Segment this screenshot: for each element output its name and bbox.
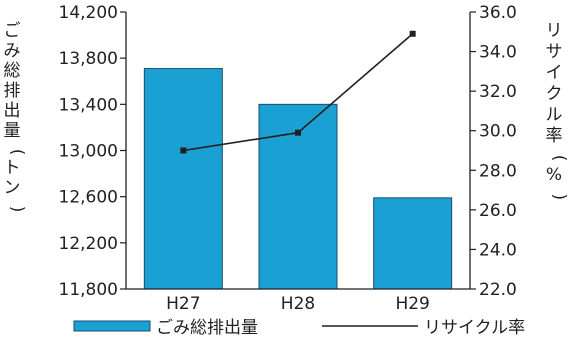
axis-title-char: 排 (4, 81, 21, 101)
axis-title-char: ( (549, 155, 569, 162)
line-point-H27 (180, 147, 187, 154)
axis-title-char: 量 (4, 121, 21, 141)
axis-title-char: 総 (4, 61, 21, 81)
legend: ごみ総排出量 リサイクル率 (73, 318, 525, 338)
axis-title-char: ご (4, 21, 21, 41)
x-tick-label: H27 (166, 294, 200, 314)
axis-titles: ごみ総排出量 ( トン) リサイクル率 (%) (4, 21, 570, 212)
axis-title-char: ン (4, 178, 21, 198)
right-tick-label: 26.0 (479, 201, 517, 221)
right-tick-label: 30.0 (479, 122, 517, 142)
left-tick-label: 13,400 (59, 95, 118, 115)
axis-title-char: ク (546, 84, 563, 104)
right-axis-ticks: 22.0 24.0 26.0 28.0 30.0 32.0 34.0 36.0 (470, 3, 517, 300)
line-point-H29 (409, 30, 416, 37)
legend-line-label: リサイクル率 (424, 318, 525, 338)
bar-group (143, 68, 453, 290)
left-tick-label: 12,200 (59, 234, 118, 254)
left-tick-label: 12,600 (59, 188, 118, 208)
axis-title-char: ト (4, 158, 21, 178)
axis-title-char: リ (546, 21, 563, 41)
line-series (180, 30, 416, 154)
left-axis-title: ごみ総排出量 ( トン) (4, 21, 28, 212)
right-tick-label: 36.0 (479, 3, 517, 23)
legend-bar-swatch (73, 320, 151, 332)
bar-H27 (143, 68, 223, 290)
bar-H29 (373, 197, 453, 290)
axis-title-char: 出 (4, 101, 21, 121)
axis-title-char: 率 (546, 126, 563, 146)
x-tick-label: H28 (281, 294, 315, 314)
left-tick-label: 13,000 (59, 142, 118, 162)
axis-title-char: み (4, 41, 21, 61)
axis-title-char: ) (549, 194, 569, 201)
right-axis-title: リサイクル率 (%) (546, 21, 570, 200)
axis-title-char: ( (7, 149, 27, 156)
x-tick-label: H29 (395, 294, 429, 314)
left-tick-label: 13,800 (59, 49, 118, 69)
right-tick-label: 24.0 (479, 240, 517, 260)
line-point-H28 (295, 129, 301, 136)
left-tick-label: 11,800 (59, 280, 118, 300)
left-tick-label: 14,200 (59, 3, 118, 23)
right-tick-label: 34.0 (479, 43, 517, 63)
right-tick-label: 28.0 (479, 161, 517, 181)
x-axis-ticks: H27 H28 H29 (166, 294, 430, 314)
axis-title-char: ル (546, 105, 563, 125)
right-tick-label: 22.0 (479, 280, 517, 300)
axis-title-char: % (546, 165, 562, 185)
axis-title-char: イ (546, 63, 563, 83)
axis-title-char: ) (7, 206, 27, 213)
axis-title-char: サ (546, 42, 563, 62)
right-tick-label: 32.0 (479, 82, 517, 102)
left-axis-ticks: 11,800 12,200 12,600 13,000 13,400 13,800 14,2… (59, 3, 126, 300)
legend-bar-label: ごみ総排出量 (156, 318, 258, 338)
